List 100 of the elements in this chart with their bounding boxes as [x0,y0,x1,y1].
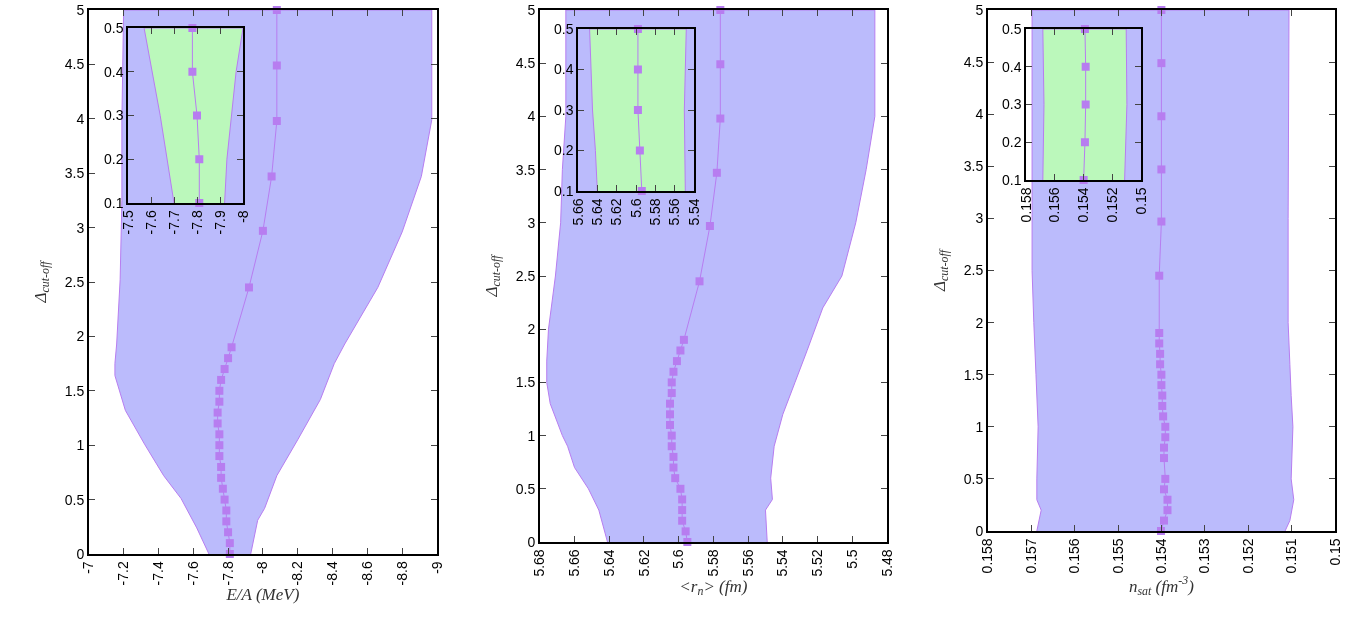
y-tick-label: 0.5 [103,19,124,36]
y-tick-label: 0.1 [553,182,574,199]
x-tick-label: 0.154 [1075,187,1092,223]
y-tick-label: 4 [527,108,536,125]
y-tick-label: 3 [975,210,984,227]
x-tick-label: -9 [428,561,445,574]
x-tick-label: 0.153 [1196,538,1213,574]
point [705,221,714,230]
x-tick-label: 0.158 [1017,187,1034,223]
y-tick-label: 3 [527,214,536,231]
point [222,517,231,526]
point [215,441,224,450]
point [1158,401,1167,410]
point [716,60,725,69]
x-tick-label: -7.8 [188,210,205,235]
y-tick-label: 3 [76,219,85,236]
point [1155,339,1164,348]
point [666,410,674,419]
x-tick-label: 5.66 [566,549,583,577]
point [1161,474,1170,483]
y-tick-label: 0.4 [1001,58,1022,75]
x-tick-label: -8 [234,210,251,223]
y-tick-label: 1.5 [963,366,984,383]
y-tick-label: 4.5 [515,55,536,72]
y-tick-label: 0.5 [553,20,574,37]
y-tick-label: 2.5 [963,262,984,279]
point [215,386,224,395]
x-tick-label: -7.8 [219,561,236,586]
y-tick-label: 4 [76,110,85,127]
point [678,506,687,515]
point [220,495,229,504]
point [1163,495,1172,504]
point [1160,485,1168,494]
point [672,357,681,366]
x-tick-label: 5.66 [569,198,586,226]
x-tick-label: -7.7 [165,210,182,235]
point [635,146,644,155]
point [195,155,204,164]
point [1161,433,1170,442]
y-tick-label: 5 [975,1,984,18]
point [193,111,201,120]
point [681,527,690,536]
y-tick-label: 3.5 [963,158,984,175]
x-tick-label: 5.6 [627,198,644,218]
point [1157,381,1166,390]
x-tick-label: -7.6 [184,561,201,586]
y-tick-label: 0.4 [553,61,574,78]
point [224,354,233,363]
point [1157,59,1166,68]
x-tick-label: 5.62 [635,549,652,577]
y-tick-label: 1 [76,437,85,454]
point [676,346,685,355]
y-tick-label: 3.5 [64,165,85,182]
x-tick-label: -8.8 [393,561,410,586]
point [1160,454,1168,463]
point [213,419,222,428]
point [1160,443,1168,452]
y-tick-label: 0.4 [103,63,124,80]
point [220,365,229,374]
x-tick-label: 0.156 [1046,187,1063,223]
point [667,431,676,440]
x-tick-label: 0.152 [1103,187,1120,223]
point [633,65,642,74]
point [1159,412,1168,421]
point [217,473,226,482]
point [1080,138,1089,147]
x-axis-title: <r$_{n}$> (fm) [679,576,748,599]
x-tick-label: 0.152 [1239,538,1256,574]
y-tick-label: 0 [76,545,85,562]
y-tick-label: 2 [975,314,984,331]
y-tick-label: 0.2 [103,151,124,168]
x-tick-label: -7.4 [149,561,166,586]
x-tick-label: 5.5 [843,549,860,569]
y-tick-label: 0.5 [1001,20,1022,37]
y-tick-label: 1 [975,418,984,435]
point [1081,62,1090,71]
y-tick-label: 5 [76,1,85,18]
y-tick-label: 0.1 [1001,171,1022,188]
point [1157,217,1166,226]
x-tick-label: -7.6 [142,210,159,235]
y-tick-label: 2.5 [64,273,85,290]
x-tick-label: 5.48 [878,549,895,577]
x-tick-label: 0.156 [1066,538,1083,574]
point [1155,271,1164,280]
point [244,283,253,292]
point [678,516,687,525]
x-tick-label: 5.54 [685,198,702,226]
point [1157,370,1166,379]
point [1081,100,1090,109]
x-tick-label: -7 [80,561,97,574]
point [1157,112,1166,121]
x-tick-label: -8 [254,561,271,574]
y-tick-label: 1 [527,427,536,444]
y-tick-label: 4 [975,106,984,123]
point [667,378,676,387]
x-tick-label: 5.56 [739,549,756,577]
y-tick-label: 0.3 [553,101,574,118]
point [1163,506,1172,515]
point [267,172,276,181]
point [213,408,222,417]
